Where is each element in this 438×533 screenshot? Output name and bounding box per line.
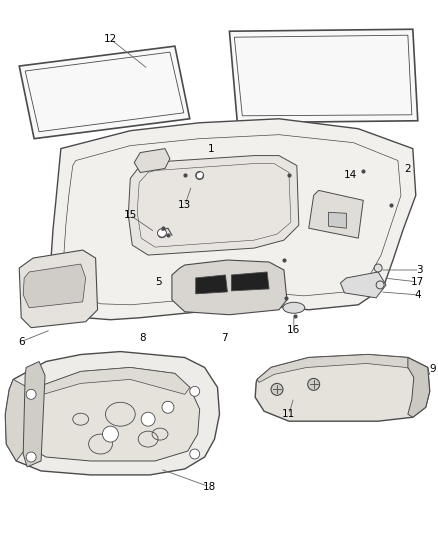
Text: 13: 13 — [178, 200, 191, 211]
Polygon shape — [128, 156, 299, 255]
Circle shape — [374, 264, 382, 272]
Polygon shape — [19, 367, 200, 461]
Polygon shape — [255, 354, 430, 421]
Text: 17: 17 — [411, 277, 424, 287]
Polygon shape — [64, 135, 401, 305]
Text: 3: 3 — [417, 265, 423, 275]
Text: 18: 18 — [203, 482, 216, 492]
Polygon shape — [328, 212, 346, 228]
Circle shape — [158, 229, 166, 238]
Circle shape — [162, 401, 174, 413]
Text: 11: 11 — [282, 409, 296, 419]
Ellipse shape — [283, 302, 305, 313]
Circle shape — [271, 383, 283, 395]
Circle shape — [308, 378, 320, 390]
Polygon shape — [172, 260, 287, 315]
Polygon shape — [23, 361, 45, 467]
Circle shape — [26, 389, 36, 399]
Polygon shape — [234, 35, 412, 116]
Polygon shape — [137, 164, 291, 247]
Text: 7: 7 — [221, 333, 228, 343]
Text: 8: 8 — [139, 333, 145, 343]
Text: 9: 9 — [429, 365, 436, 375]
Polygon shape — [340, 272, 386, 298]
Circle shape — [190, 386, 200, 397]
Text: 14: 14 — [344, 171, 357, 181]
Circle shape — [376, 281, 384, 289]
Polygon shape — [408, 358, 430, 417]
Text: 1: 1 — [208, 143, 215, 154]
Polygon shape — [31, 367, 190, 397]
Text: 2: 2 — [405, 164, 411, 174]
Text: 15: 15 — [124, 210, 137, 220]
Text: 12: 12 — [104, 34, 117, 44]
Circle shape — [102, 426, 118, 442]
Text: 16: 16 — [287, 325, 300, 335]
Polygon shape — [19, 46, 190, 139]
Circle shape — [141, 412, 155, 426]
Polygon shape — [257, 354, 430, 382]
Polygon shape — [196, 275, 227, 294]
Text: 6: 6 — [18, 337, 25, 346]
Circle shape — [190, 449, 200, 459]
Text: 4: 4 — [414, 290, 421, 300]
Polygon shape — [231, 272, 269, 291]
Circle shape — [26, 452, 36, 462]
Polygon shape — [51, 119, 416, 320]
Polygon shape — [25, 52, 184, 132]
Polygon shape — [134, 149, 170, 173]
Polygon shape — [19, 250, 98, 328]
Polygon shape — [230, 29, 418, 123]
Polygon shape — [5, 379, 31, 461]
Circle shape — [196, 172, 204, 180]
Polygon shape — [309, 190, 363, 238]
Polygon shape — [23, 264, 86, 308]
Polygon shape — [5, 352, 219, 475]
Text: 5: 5 — [155, 277, 161, 287]
